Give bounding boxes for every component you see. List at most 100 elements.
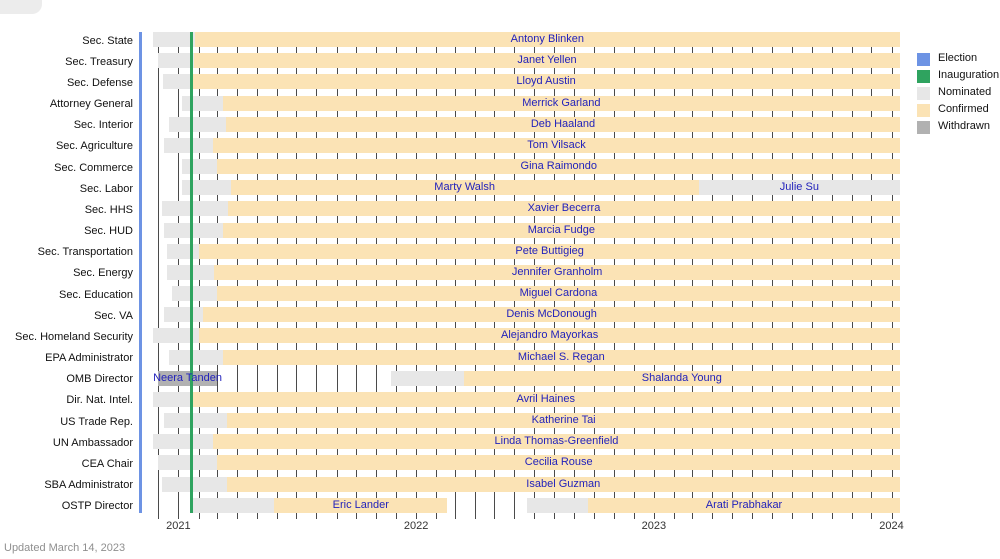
axis-tick xyxy=(494,513,496,519)
axis-tick xyxy=(891,513,893,519)
axis-tick xyxy=(851,513,853,519)
row-label-office: EPA Administrator xyxy=(45,352,133,365)
axis-tick xyxy=(416,513,418,519)
officeholder-name: Eric Lander xyxy=(332,498,389,511)
bar-segment-confirmed xyxy=(226,476,900,492)
axis-tick xyxy=(178,513,180,519)
bar-segment-confirmed xyxy=(194,53,900,69)
inauguration-line xyxy=(189,32,193,513)
row-label-office: Sec. Agriculture xyxy=(55,140,133,153)
axis-tick xyxy=(158,513,160,519)
row-label-office: Sec. Labor xyxy=(79,182,133,195)
axis-tick xyxy=(356,513,358,519)
officeholder-name: Lloyd Austin xyxy=(516,75,576,88)
bar-segment-nominated xyxy=(157,455,218,471)
bar-segment-confirmed xyxy=(217,159,900,175)
row-label-office: Attorney General xyxy=(49,98,133,110)
legend-swatch-confirmed xyxy=(917,104,930,117)
officeholder-name: Janet Yellen xyxy=(517,54,577,67)
bar-segment-nominated xyxy=(164,137,213,153)
row-label-office: Sec. State xyxy=(82,34,133,47)
row-label-office: Sec. Homeland Security xyxy=(15,330,133,343)
axis-tick xyxy=(831,513,833,519)
year-label: 2024 xyxy=(879,520,904,532)
legend-swatch-inauguration xyxy=(917,70,930,83)
axis-tick xyxy=(514,513,516,519)
bar-segment-confirmed xyxy=(216,286,900,302)
row-label-office: Sec. HUD xyxy=(84,225,133,238)
row-label-office: Dir. Nat. Intel. xyxy=(66,394,133,407)
axis-tick xyxy=(436,513,438,519)
axis-tick xyxy=(871,513,873,519)
bar-segment-nominated xyxy=(162,201,228,217)
bar-segment-nominated xyxy=(164,222,223,238)
row-label-office: Sec. Interior xyxy=(73,119,133,132)
legend-label-nominated: Nominated xyxy=(938,86,992,98)
axis-tick xyxy=(593,513,595,519)
legend-label-withdrawn: Withdrawn xyxy=(938,120,990,132)
corner-artifact xyxy=(0,0,42,14)
axis-tick xyxy=(256,513,258,519)
legend-label-election: Election xyxy=(938,52,978,64)
bar-segment-nominated xyxy=(164,413,228,429)
bar-segment-nominated xyxy=(168,349,223,365)
axis-tick xyxy=(653,513,655,519)
bar-segment-confirmed xyxy=(214,264,900,280)
officeholder-name: Katherine Tai xyxy=(531,414,596,427)
officeholder-name: Marcia Fudge xyxy=(527,223,595,236)
bar-segment-confirmed xyxy=(191,391,900,407)
axis-tick xyxy=(791,513,793,519)
bar-segment-confirmed xyxy=(588,497,900,513)
axis-tick xyxy=(731,513,733,519)
bar-segment-confirmed xyxy=(225,116,900,132)
bar-segment-nominated xyxy=(182,180,231,196)
row-label-office: UN Ambassador xyxy=(52,436,133,449)
axis-tick xyxy=(614,513,616,519)
legend-swatch-election xyxy=(917,53,930,66)
officeholder-name: Shalanda Young xyxy=(641,371,722,384)
axis-tick xyxy=(674,513,676,519)
row-label-office: Sec. HHS xyxy=(84,203,133,216)
bar-segment-nominated xyxy=(171,286,217,302)
bar-segment-confirmed xyxy=(222,95,900,111)
axis-tick xyxy=(296,513,298,519)
legend-label-inauguration: Inauguration xyxy=(938,69,1000,81)
year-label: 2022 xyxy=(403,520,429,532)
officeholder-name: Arati Prabhakar xyxy=(705,498,783,511)
bar-segment-nominated xyxy=(190,497,275,513)
officeholder-name: Pete Buttigieg xyxy=(515,244,584,257)
bar-segment-confirmed xyxy=(230,180,699,196)
officeholder-name: Gina Raimondo xyxy=(520,160,597,173)
bar-segment-confirmed xyxy=(222,222,900,238)
officeholder-name: Cecilia Rouse xyxy=(524,456,593,469)
row-label-office: Sec. Treasury xyxy=(65,55,133,68)
axis-tick xyxy=(454,513,456,519)
row-label-office: Sec. Commerce xyxy=(54,161,133,174)
row-label-office: OMB Director xyxy=(66,373,133,386)
bar-segment-nominated xyxy=(153,32,195,47)
bar-segment-confirmed xyxy=(199,328,900,344)
axis-tick xyxy=(534,513,535,519)
axis-tick xyxy=(376,513,378,519)
bar-segment-confirmed xyxy=(222,349,900,365)
row-label-office: US Trade Rep. xyxy=(60,415,133,428)
bar-segment-withdrawn xyxy=(157,370,218,386)
bar-segment-nominated xyxy=(698,180,900,196)
bar-segment-confirmed xyxy=(217,455,900,471)
bar-segment-confirmed xyxy=(212,137,900,153)
axis-tick xyxy=(216,513,218,519)
axis-tick xyxy=(198,513,200,519)
row-label-office: Sec. Energy xyxy=(73,267,133,280)
axis-tick xyxy=(574,513,576,519)
year-label: 2021 xyxy=(166,520,191,532)
officeholder-name: Linda Thomas-Greenfield xyxy=(494,435,619,448)
officeholder-name: Jennifer Granholm xyxy=(511,265,603,278)
bar-segment-nominated xyxy=(527,497,589,513)
bar-segment-nominated xyxy=(182,159,218,175)
officeholder-name: Xavier Becerra xyxy=(527,202,601,215)
bar-segment-confirmed xyxy=(274,497,448,513)
bar-segment-nominated xyxy=(391,370,464,386)
axis-tick xyxy=(771,513,773,519)
bar-segment-nominated xyxy=(164,307,204,323)
